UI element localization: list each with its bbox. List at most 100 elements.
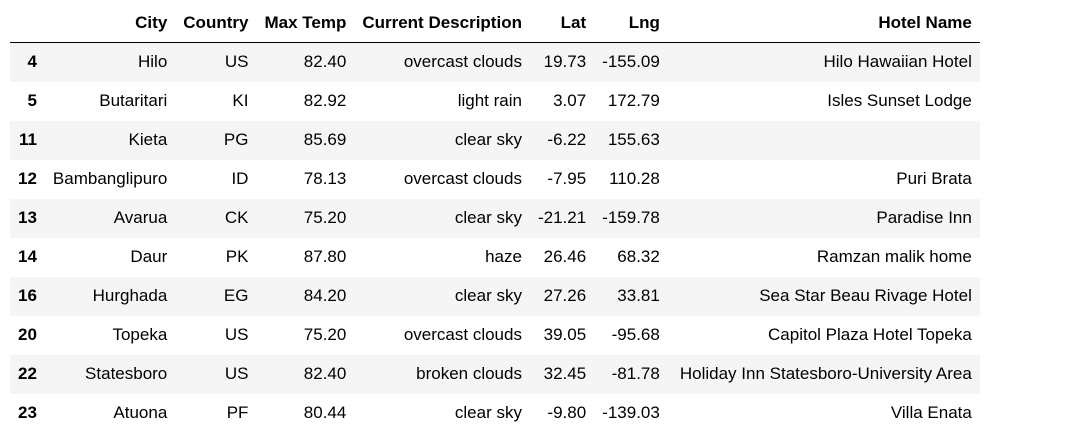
- cell-lat: -7.95: [547, 169, 587, 188]
- cell-hotel-name: Ramzan malik home: [816, 247, 972, 266]
- cell-hotel-name: Capitol Plaza Hotel Topeka: [768, 325, 972, 344]
- cell-city: Kieta: [128, 130, 168, 149]
- cell-max-temp: 82.40: [303, 364, 347, 383]
- row-index: 13: [18, 208, 37, 227]
- cell-city: Hurghada: [92, 286, 168, 305]
- cell-lat: -9.80: [547, 403, 587, 422]
- cell-city: Avarua: [113, 208, 168, 227]
- header-city: City: [44, 4, 176, 43]
- cell-lng: -139.03: [602, 403, 660, 422]
- cell-hotel-name: Holiday Inn Statesboro-University Area: [679, 364, 972, 383]
- cell-max-temp: 75.20: [303, 325, 347, 344]
- cell-hotel-name: Villa Enata: [890, 403, 972, 422]
- cell-lat: 27.26: [543, 286, 587, 305]
- cell-lat: 3.07: [553, 91, 587, 110]
- cell-max-temp: 80.44: [303, 403, 347, 422]
- cell-lat: 39.05: [543, 325, 587, 344]
- cell-max-temp: 82.92: [303, 91, 347, 110]
- cell-city: Atuona: [113, 403, 168, 422]
- row-index: 23: [18, 403, 37, 422]
- table-row: 5 Butaritari KI 82.92 light rain 3.07 17…: [10, 81, 980, 121]
- cell-lat: -21.21: [537, 208, 587, 227]
- table-row: 11 Kieta PG 85.69 clear sky -6.22 155.63: [10, 120, 980, 160]
- cell-country: PK: [225, 247, 249, 266]
- cell-country: PG: [223, 130, 249, 149]
- cell-lng: 155.63: [607, 130, 660, 149]
- cell-lng: -159.78: [602, 208, 660, 227]
- table-row: 22 Statesboro US 82.40 broken clouds 32.…: [10, 354, 980, 394]
- cell-hotel-name: Puri Brata: [896, 169, 972, 188]
- cell-description: clear sky: [454, 130, 522, 149]
- cell-description: overcast clouds: [403, 169, 522, 188]
- table-row: 23 Atuona PF 80.44 clear sky -9.80 -139.…: [10, 393, 980, 433]
- cell-description: clear sky: [454, 286, 522, 305]
- cell-max-temp: 87.80: [303, 247, 347, 266]
- cell-country: KI: [232, 91, 249, 110]
- cell-lat: 32.45: [543, 364, 587, 383]
- cell-city: Daur: [130, 247, 168, 266]
- cell-hotel-name: [668, 121, 980, 160]
- cell-description: clear sky: [454, 403, 522, 422]
- cell-lat: 26.46: [543, 247, 587, 266]
- cell-description: haze: [485, 247, 522, 266]
- cell-lng: 33.81: [617, 286, 660, 305]
- table-row: 4 Hilo US 82.40 overcast clouds 19.73 -1…: [10, 42, 980, 82]
- cell-hotel-name: Paradise Inn: [876, 208, 972, 227]
- cell-country: ID: [231, 169, 249, 188]
- cell-max-temp: 85.69: [303, 130, 347, 149]
- row-index: 14: [18, 247, 37, 266]
- table-row: 14 Daur PK 87.80 haze 26.46 68.32 Ramzan…: [10, 237, 980, 277]
- cell-hotel-name: Sea Star Beau Rivage Hotel: [759, 286, 972, 305]
- cell-max-temp: 84.20: [303, 286, 347, 305]
- cell-city: Topeka: [112, 325, 168, 344]
- header-country: Country: [175, 4, 257, 43]
- cell-max-temp: 75.20: [303, 208, 347, 227]
- cell-lng: 110.28: [609, 169, 660, 188]
- table-row: 12 Bambanglipuro ID 78.13 overcast cloud…: [10, 159, 980, 199]
- cell-hotel-name: Hilo Hawaiian Hotel: [823, 52, 972, 72]
- header-current-description: Current Description: [354, 4, 530, 43]
- cell-hotel-name: Isles Sunset Lodge: [827, 91, 972, 110]
- row-index: 4: [27, 52, 37, 72]
- cell-description: overcast clouds: [403, 52, 522, 72]
- table-header: City Country Max Temp Current Descriptio…: [10, 4, 980, 43]
- cell-max-temp: 78.13: [303, 169, 347, 188]
- header-hotel-name: Hotel Name: [667, 4, 980, 43]
- cell-description: broken clouds: [416, 364, 522, 383]
- cell-country: EG: [223, 286, 249, 305]
- table-row: 13 Avarua CK 75.20 clear sky -21.21 -159…: [10, 198, 980, 238]
- cell-lat: 19.73: [543, 52, 587, 72]
- cell-description: clear sky: [454, 208, 522, 227]
- header-lng: Lng: [594, 4, 668, 43]
- header-row: City Country Max Temp Current Descriptio…: [10, 4, 980, 43]
- row-index: 5: [27, 91, 37, 110]
- cell-city: Statesboro: [85, 364, 168, 383]
- cell-country: US: [224, 52, 249, 72]
- table-row: 16 Hurghada EG 84.20 clear sky 27.26 33.…: [10, 276, 980, 316]
- cell-country: US: [224, 364, 249, 383]
- cell-country: CK: [224, 208, 249, 227]
- header-index: [10, 4, 45, 43]
- cell-description: overcast clouds: [403, 325, 522, 344]
- table-body: 4 Hilo US 82.40 overcast clouds 19.73 -1…: [10, 42, 980, 433]
- header-lat: Lat: [529, 4, 595, 43]
- row-index: 22: [18, 364, 37, 383]
- dataframe-table: City Country Max Temp Current Descriptio…: [10, 4, 980, 433]
- cell-lng: -81.78: [611, 364, 660, 383]
- cell-lng: -95.68: [611, 325, 660, 344]
- row-index: 12: [18, 169, 37, 188]
- cell-lat: -6.22: [547, 130, 587, 149]
- table-row: 20 Topeka US 75.20 overcast clouds 39.05…: [10, 315, 980, 355]
- row-index: 20: [18, 325, 37, 344]
- cell-country: US: [224, 325, 249, 344]
- cell-lng: -155.09: [602, 52, 660, 72]
- cell-lng: 172.79: [607, 91, 660, 110]
- cell-max-temp: 82.40: [303, 52, 347, 72]
- cell-city: Hilo: [137, 52, 168, 72]
- header-max-temp: Max Temp: [256, 4, 355, 43]
- row-index: 16: [18, 286, 37, 305]
- cell-country: PF: [226, 403, 249, 422]
- cell-lng: 68.32: [617, 247, 660, 266]
- row-index: 11: [18, 130, 37, 149]
- cell-description: light rain: [457, 91, 522, 110]
